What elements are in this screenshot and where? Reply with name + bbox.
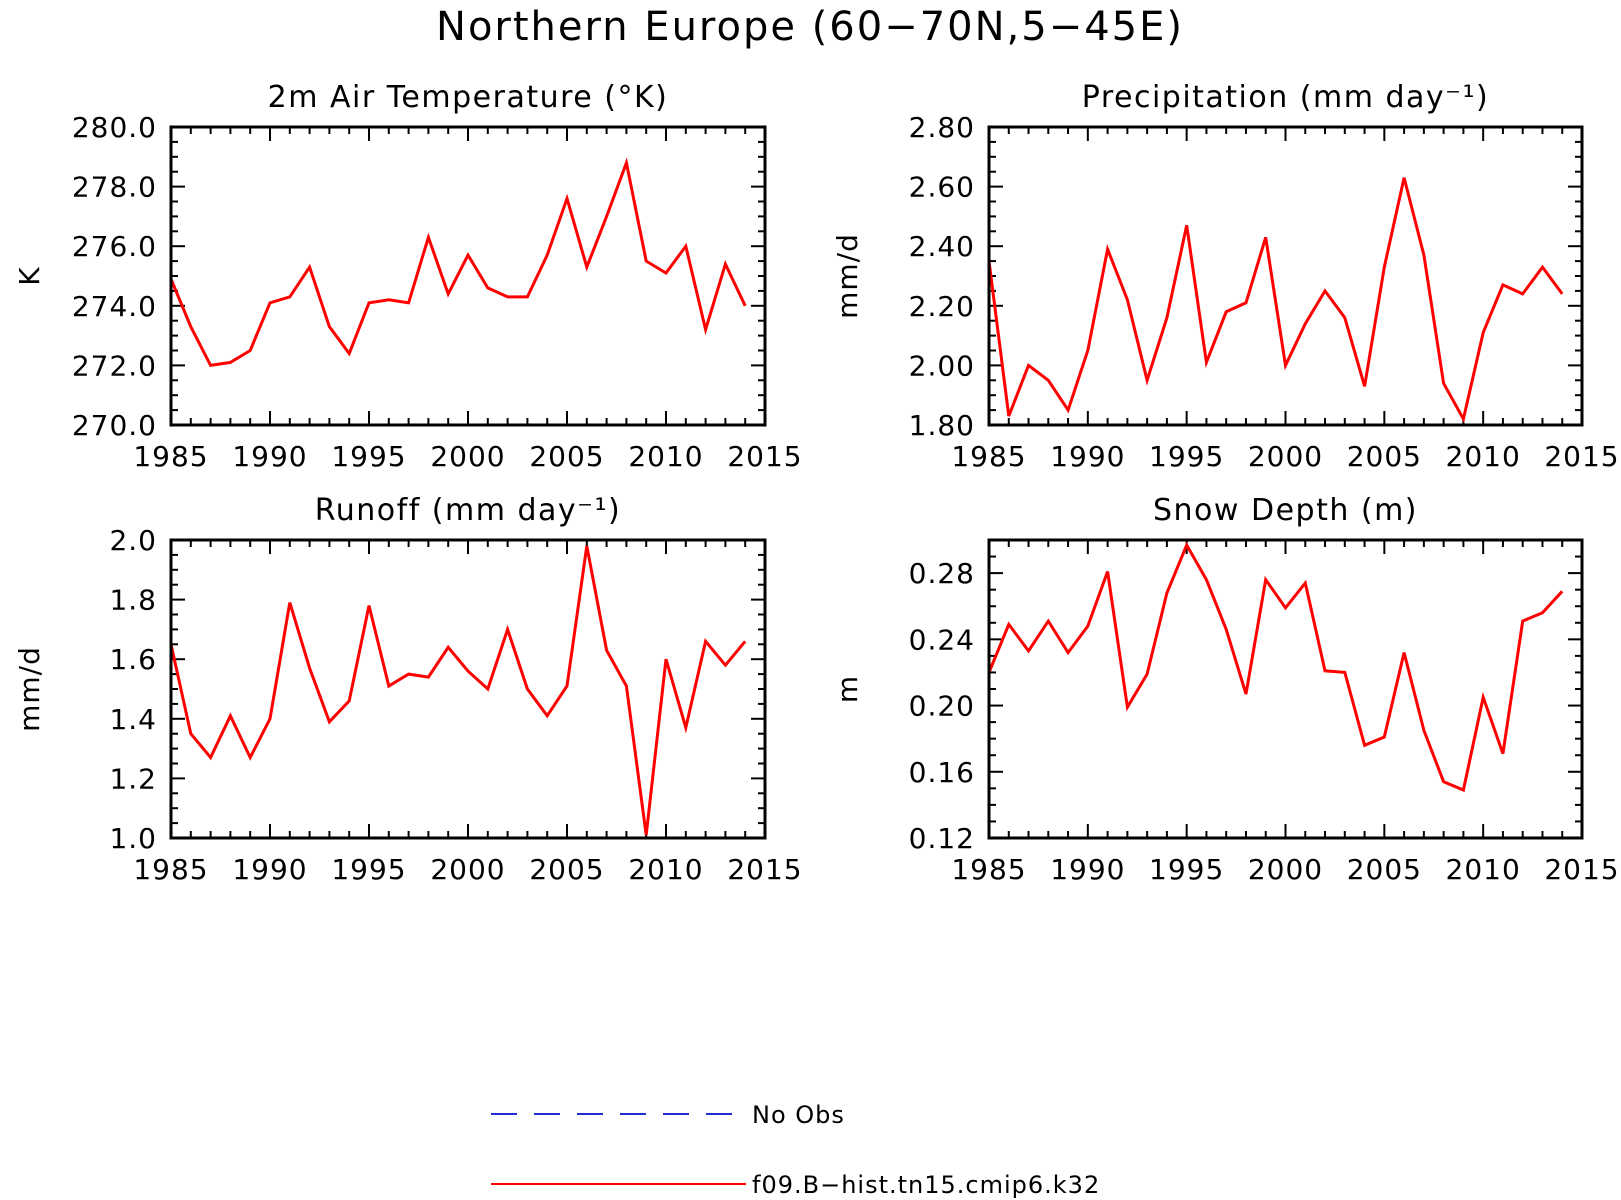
y-tick-label: 2.20 [909, 290, 975, 323]
y-tick-label: 280.0 [72, 111, 157, 144]
x-tick-label: 1990 [1050, 440, 1125, 473]
y-tick-label: 0.24 [909, 623, 975, 656]
y-tick-label: 270.0 [72, 409, 157, 442]
x-tick-label: 1985 [951, 853, 1026, 886]
panel-runoff: Runoff (mm day⁻¹) mm/d 1985 1990 1995 2000 200… [13, 493, 802, 886]
x-tick-label: 2010 [1446, 440, 1521, 473]
x-tick-label: 2005 [1347, 853, 1422, 886]
x-tick-label: 2005 [529, 853, 604, 886]
legend: No Obs f09.B−hist.tn15.cmip6.k32 [491, 1101, 1100, 1199]
y-tick-label: 278.0 [72, 171, 157, 204]
plot-frame [169, 125, 767, 427]
panels: 2m Air Temperature (°K) K 1985 1990 1995 2000… [13, 80, 1619, 886]
y-tick-label: 2.00 [909, 349, 975, 382]
x-tick-label: 1985 [133, 853, 208, 886]
x-tick-label: 2015 [1544, 853, 1619, 886]
x-tick-label: 2000 [1248, 440, 1323, 473]
x-tick-label: 2010 [628, 440, 703, 473]
panel-title: Runoff (mm day⁻¹) [315, 493, 621, 528]
legend-label: f09.B−hist.tn15.cmip6.k32 [752, 1171, 1100, 1199]
x-tick-label: 1985 [133, 440, 208, 473]
x-tick-label: 2015 [727, 440, 802, 473]
panel-title: Precipitation (mm day⁻¹) [1082, 80, 1489, 115]
y-tick-label: 276.0 [72, 230, 157, 263]
y-tick-label: 1.6 [109, 643, 157, 676]
legend-item: No Obs [491, 1101, 845, 1129]
legend-label: No Obs [752, 1101, 845, 1129]
x-tick-label: 2015 [727, 853, 802, 886]
x-tick-label: 1985 [951, 440, 1026, 473]
x-tick-label: 2005 [529, 440, 604, 473]
panel-temperature: 2m Air Temperature (°K) K 1985 1990 1995 2000… [13, 80, 802, 473]
y-axis-label: mm/d [13, 646, 46, 732]
y-tick-label: 272.0 [72, 349, 157, 382]
plot-frame [169, 538, 767, 840]
y-tick-label: 0.16 [909, 756, 975, 789]
y-tick-label: 1.0 [109, 822, 157, 855]
plot-frame [987, 538, 1584, 840]
panel-snow-depth: Snow Depth (m) m 1985 1990 1995 2000 2005 2010 2… [831, 493, 1619, 886]
y-tick-label: 0.20 [909, 690, 975, 723]
y-tick-label: 0.12 [909, 822, 975, 855]
series-line [169, 157, 747, 368]
y-tick-label: 1.2 [109, 762, 157, 795]
x-tick-label: 2000 [430, 853, 505, 886]
legend-item: f09.B−hist.tn15.cmip6.k32 [491, 1171, 1100, 1199]
x-tick-label: 1990 [1050, 853, 1125, 886]
series-line [987, 177, 1564, 424]
y-tick-label: 1.4 [109, 703, 157, 736]
y-axis-label: K [13, 266, 46, 285]
y-tick-label: 2.0 [109, 524, 157, 557]
x-tick-label: 2000 [1248, 853, 1323, 886]
figure-title: Northern Europe (60−70N,5−45E) [436, 4, 1184, 50]
y-axis-label: m [831, 675, 864, 703]
x-tick-label: 2015 [1544, 440, 1619, 473]
y-tick-label: 1.8 [109, 584, 157, 617]
series-line [169, 545, 747, 836]
x-tick-label: 1995 [331, 853, 406, 886]
y-tick-label: 274.0 [72, 290, 157, 323]
y-tick-label: 2.40 [909, 230, 975, 263]
panel-precipitation: Precipitation (mm day⁻¹) mm/d 1985 1990 1995… [831, 80, 1619, 473]
x-tick-label: 1995 [1149, 440, 1224, 473]
x-tick-label: 2010 [1446, 853, 1521, 886]
x-tick-label: 1990 [232, 853, 307, 886]
y-tick-label: 1.80 [909, 409, 975, 442]
x-tick-label: 2005 [1347, 440, 1422, 473]
x-tick-label: 1995 [1149, 853, 1224, 886]
panel-title: Snow Depth (m) [1153, 493, 1418, 528]
y-tick-label: 0.28 [909, 557, 975, 590]
panel-title: 2m Air Temperature (°K) [268, 80, 669, 115]
series-line [987, 541, 1564, 793]
x-tick-label: 2010 [628, 853, 703, 886]
x-tick-label: 1995 [331, 440, 406, 473]
x-tick-label: 2000 [430, 440, 505, 473]
y-tick-label: 2.80 [909, 111, 975, 144]
plot-frame [987, 125, 1584, 427]
x-tick-label: 1990 [232, 440, 307, 473]
y-axis-label: mm/d [831, 233, 864, 319]
y-tick-label: 2.60 [909, 171, 975, 204]
